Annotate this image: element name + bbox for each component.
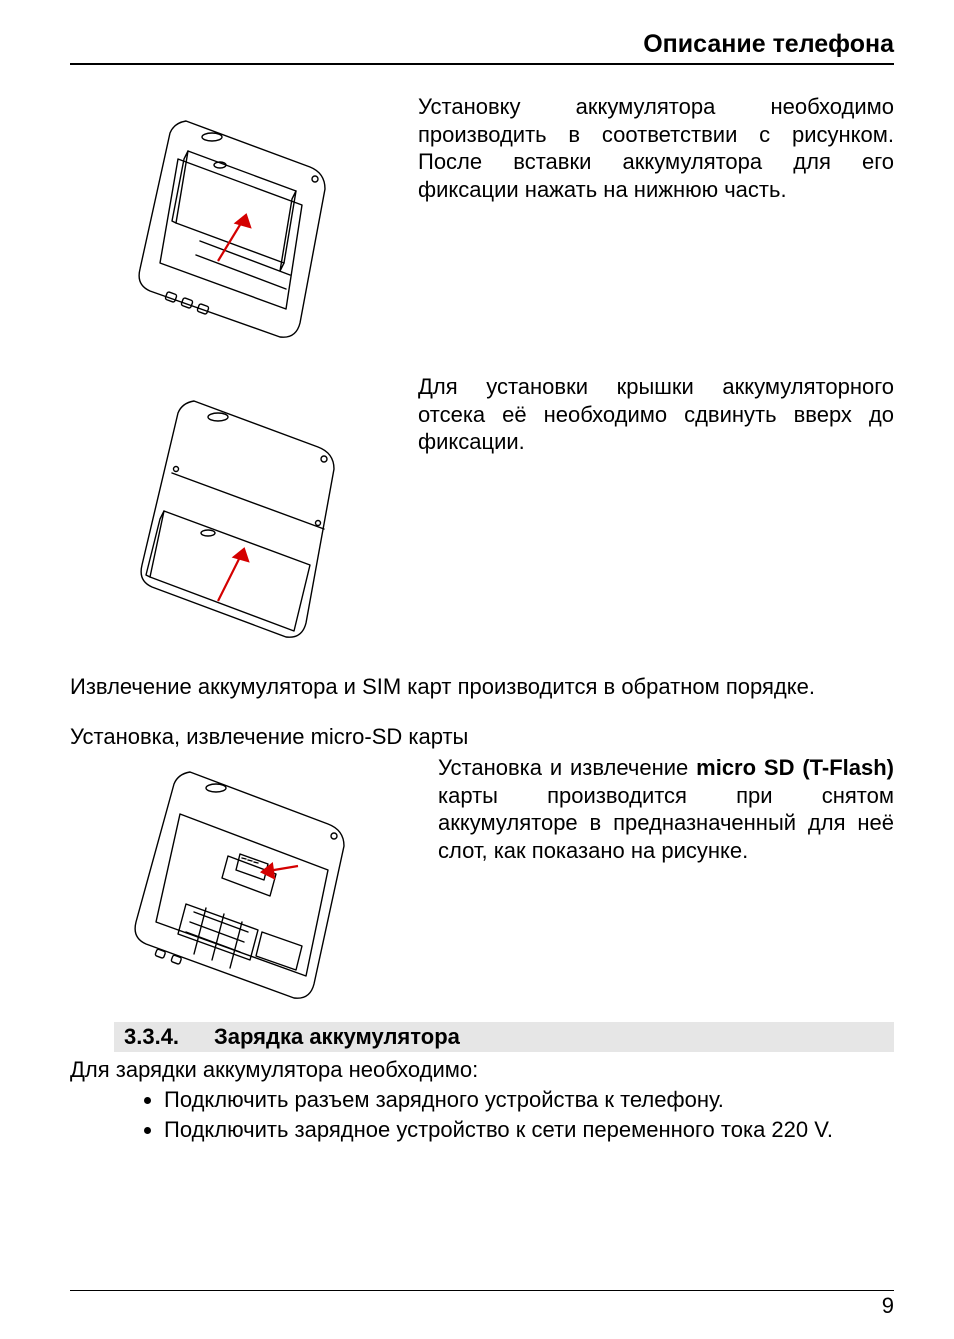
figure-cover-slide <box>70 373 410 663</box>
microsd-text-pre: Установка и извлечение <box>438 755 696 780</box>
page-header-title: Описание телефона <box>70 30 894 65</box>
paragraph-microsd: Установка и извлечение micro SD (T-Flash… <box>430 754 894 864</box>
microsd-text-bold: micro SD (T-Flash) <box>696 755 894 780</box>
list-item: Подключить разъем зарядного устройства к… <box>164 1086 894 1115</box>
text-reverse-order: Извлечение аккумулятора и SIM карт произ… <box>70 673 894 701</box>
page-number: 9 <box>882 1293 894 1318</box>
list-item: Подключить зарядное устройство к сети пе… <box>164 1116 894 1145</box>
heading-microsd: Установка, извлечение micro-SD карты <box>70 723 894 751</box>
paragraph-cover-slide: Для установки крышки аккумуляторного отс… <box>410 373 894 456</box>
paragraph-battery-insert: Установку аккумулятора необходимо произв… <box>410 93 894 203</box>
figure-battery-insert <box>70 93 410 363</box>
figure-microsd <box>70 754 430 1014</box>
bullet-list-charging: Подключить разъем зарядного устройства к… <box>70 1086 894 1145</box>
subheading-title: Зарядка аккумулятора <box>214 1024 460 1049</box>
subheading-number: 3.3.4. <box>124 1024 214 1050</box>
subheading-charging: 3.3.4.Зарядка аккумулятора <box>114 1022 894 1052</box>
microsd-text-post: карты производится при снятом аккумулято… <box>438 783 894 863</box>
page-footer: 9 <box>70 1290 894 1319</box>
text-charge-intro: Для зарядки аккумулятора необходимо: <box>70 1056 894 1084</box>
